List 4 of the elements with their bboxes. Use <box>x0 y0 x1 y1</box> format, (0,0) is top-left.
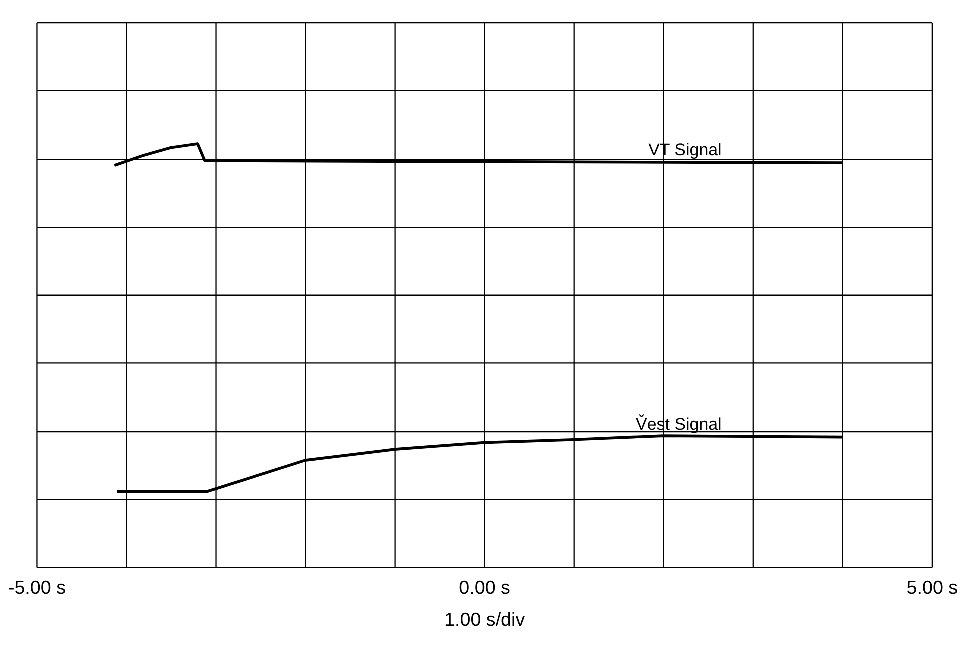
x-tick-label: -5.00 s <box>8 577 66 598</box>
x-axis-title: 1.00 s/div <box>444 609 526 630</box>
x-tick-label: 0.00 s <box>459 577 510 598</box>
x-tick-label: 5.00 s <box>906 577 958 598</box>
